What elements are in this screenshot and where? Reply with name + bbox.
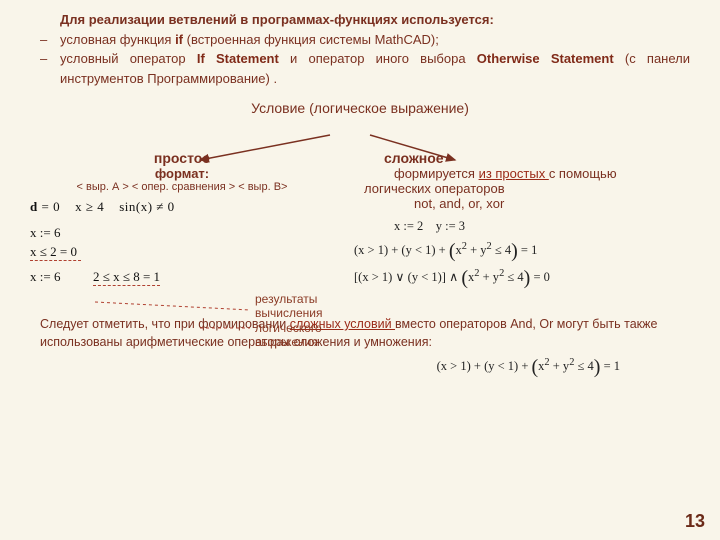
condition-title: Условие (логическое выражение) <box>0 100 720 116</box>
intro-title: Для реализации ветвлений в программах-фу… <box>60 10 690 30</box>
bullet1: условная функция if (встроенная функция … <box>60 30 439 50</box>
page-number: 13 <box>685 511 705 532</box>
math-row2: x := 6 <box>30 225 334 241</box>
complex-line2: логических операторов <box>354 181 690 196</box>
math-row3: x ≤ 2 = 0 <box>30 244 334 261</box>
simple-sub: формат: <box>30 166 334 181</box>
note-math: (x > 1) + (y < 1) + (x2 + y2 ≤ 4) = 1 <box>40 353 680 381</box>
complex-line3: not, and, or, xor <box>354 196 690 211</box>
dash: – <box>40 30 60 50</box>
note-text: Следует отметить, что при формировании с… <box>40 317 657 349</box>
simple-format: < выр. А > < опер. сравнения > < выр. В> <box>30 181 334 193</box>
annotation: результаты вычисления логического выраже… <box>255 292 322 350</box>
complex-m0: x := 2 y := 3 <box>354 219 690 234</box>
complex-m1: (x > 1) + (y < 1) + (x2 + y2 ≤ 4) = 1 <box>354 240 690 263</box>
simple-heading: простое <box>30 150 334 166</box>
bullet2: условный оператор If Statement и операто… <box>60 49 690 88</box>
math-row4: x := 6 2 ≤ x ≤ 8 = 1 <box>30 269 334 286</box>
math-row1: d = 0 x ≥ 4 sin(x) ≠ 0 <box>30 199 334 215</box>
complex-m2: [(x > 1) ∨ (y < 1)] ∧ (x2 + y2 ≤ 4) = 0 <box>354 267 690 290</box>
dash: – <box>40 49 60 88</box>
